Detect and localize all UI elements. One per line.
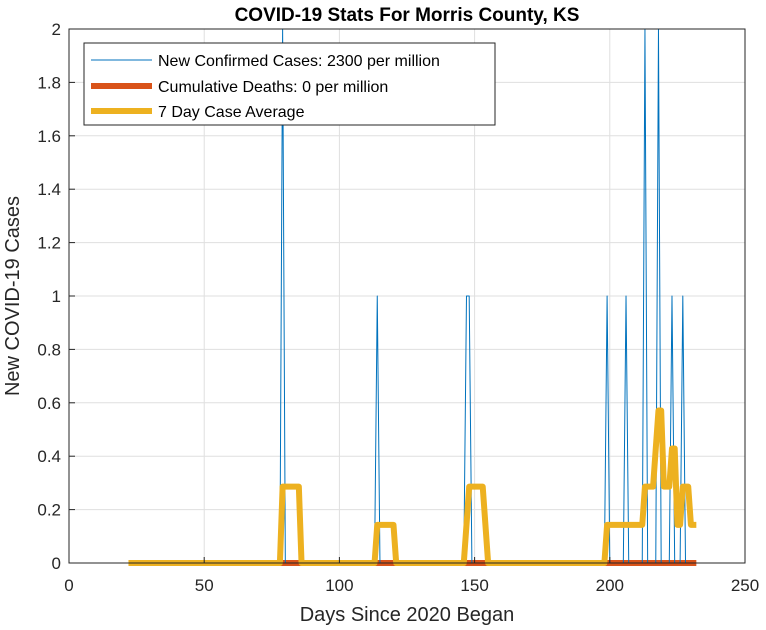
y-tick-label: 1.4: [37, 180, 61, 199]
y-tick-label: 0.4: [37, 447, 61, 466]
series-7day-average: [128, 407, 697, 566]
y-tick-label: 1.6: [37, 127, 61, 146]
x-tick-label: 0: [64, 576, 73, 595]
x-tick-label: 250: [731, 576, 759, 595]
y-tick-label: 1.2: [37, 234, 61, 253]
y-tick-label: 0: [52, 554, 61, 573]
y-tick-label: 0.2: [37, 501, 61, 520]
legend-box: [83, 42, 496, 126]
legend-label-7day-average: 7 Day Case Average: [158, 104, 305, 121]
x-tick-label: 150: [460, 576, 488, 595]
y-tick-label: 0.6: [37, 394, 61, 413]
legend-label-deaths: Cumulative Deaths: 0 per million: [158, 79, 388, 96]
chart-title: COVID-19 Stats For Morris County, KS: [235, 5, 580, 26]
y-tick-label: 1: [52, 287, 61, 306]
x-axis-label: Days Since 2020 Began: [300, 604, 515, 626]
legend: New Confirmed Cases: 2300 per million Cu…: [83, 42, 496, 126]
y-tick-label: 2: [52, 20, 61, 39]
y-axis-label: New COVID-19 Cases: [2, 196, 24, 396]
legend-label-new-cases: New Confirmed Cases: 2300 per million: [158, 53, 440, 70]
y-tick-label: 1.8: [37, 73, 61, 92]
x-tick-label: 50: [195, 576, 214, 595]
x-tick-label: 200: [596, 576, 624, 595]
series-new-confirmed-cases: [128, 28, 697, 564]
y-axis: 0 0.2 0.4 0.6 0.8 1 1.2 1.4 1.6 1.8 2: [37, 20, 75, 573]
x-tick-label: 100: [325, 576, 353, 595]
x-axis: 0 50 100 150 200 250: [64, 557, 759, 595]
y-tick-label: 0.8: [37, 340, 61, 359]
